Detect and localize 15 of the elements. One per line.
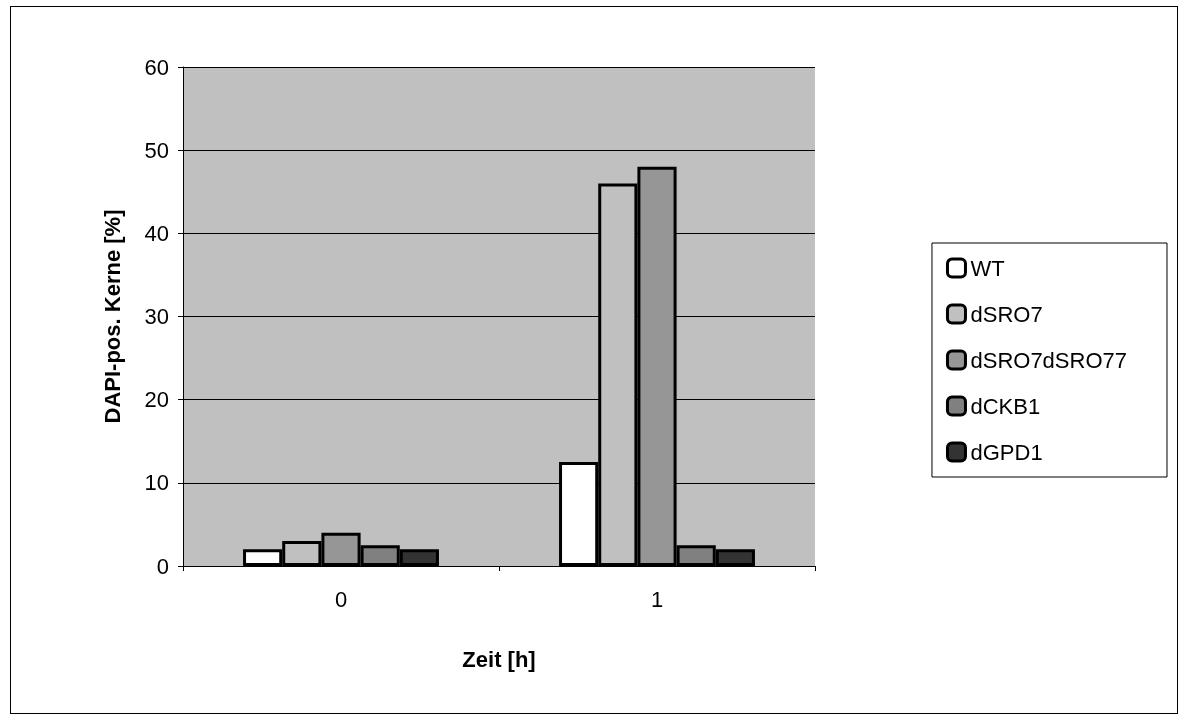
y-tick-label: 20 <box>144 387 169 413</box>
y-tick-label: 60 <box>144 54 169 80</box>
y-tick-label: 10 <box>144 470 169 496</box>
legend-label: dGPD1 <box>970 439 1043 465</box>
x-axis-title: Zeit [h] <box>462 646 536 672</box>
legend-label: WT <box>970 255 1005 281</box>
x-tick-label: 1 <box>650 586 664 612</box>
y-tick-label: 50 <box>144 137 169 163</box>
y-tick-label: 0 <box>156 553 169 579</box>
y-tick-label: 30 <box>144 304 169 329</box>
legend-label: dSRO7dSRO77 <box>970 347 1128 373</box>
legend-label: dSRO7 <box>970 301 1043 327</box>
y-axis-title: DAPI-pos. Kerne [%] <box>99 209 125 424</box>
legend-label: dCKB1 <box>970 393 1041 419</box>
y-tick-label: 40 <box>144 220 169 246</box>
